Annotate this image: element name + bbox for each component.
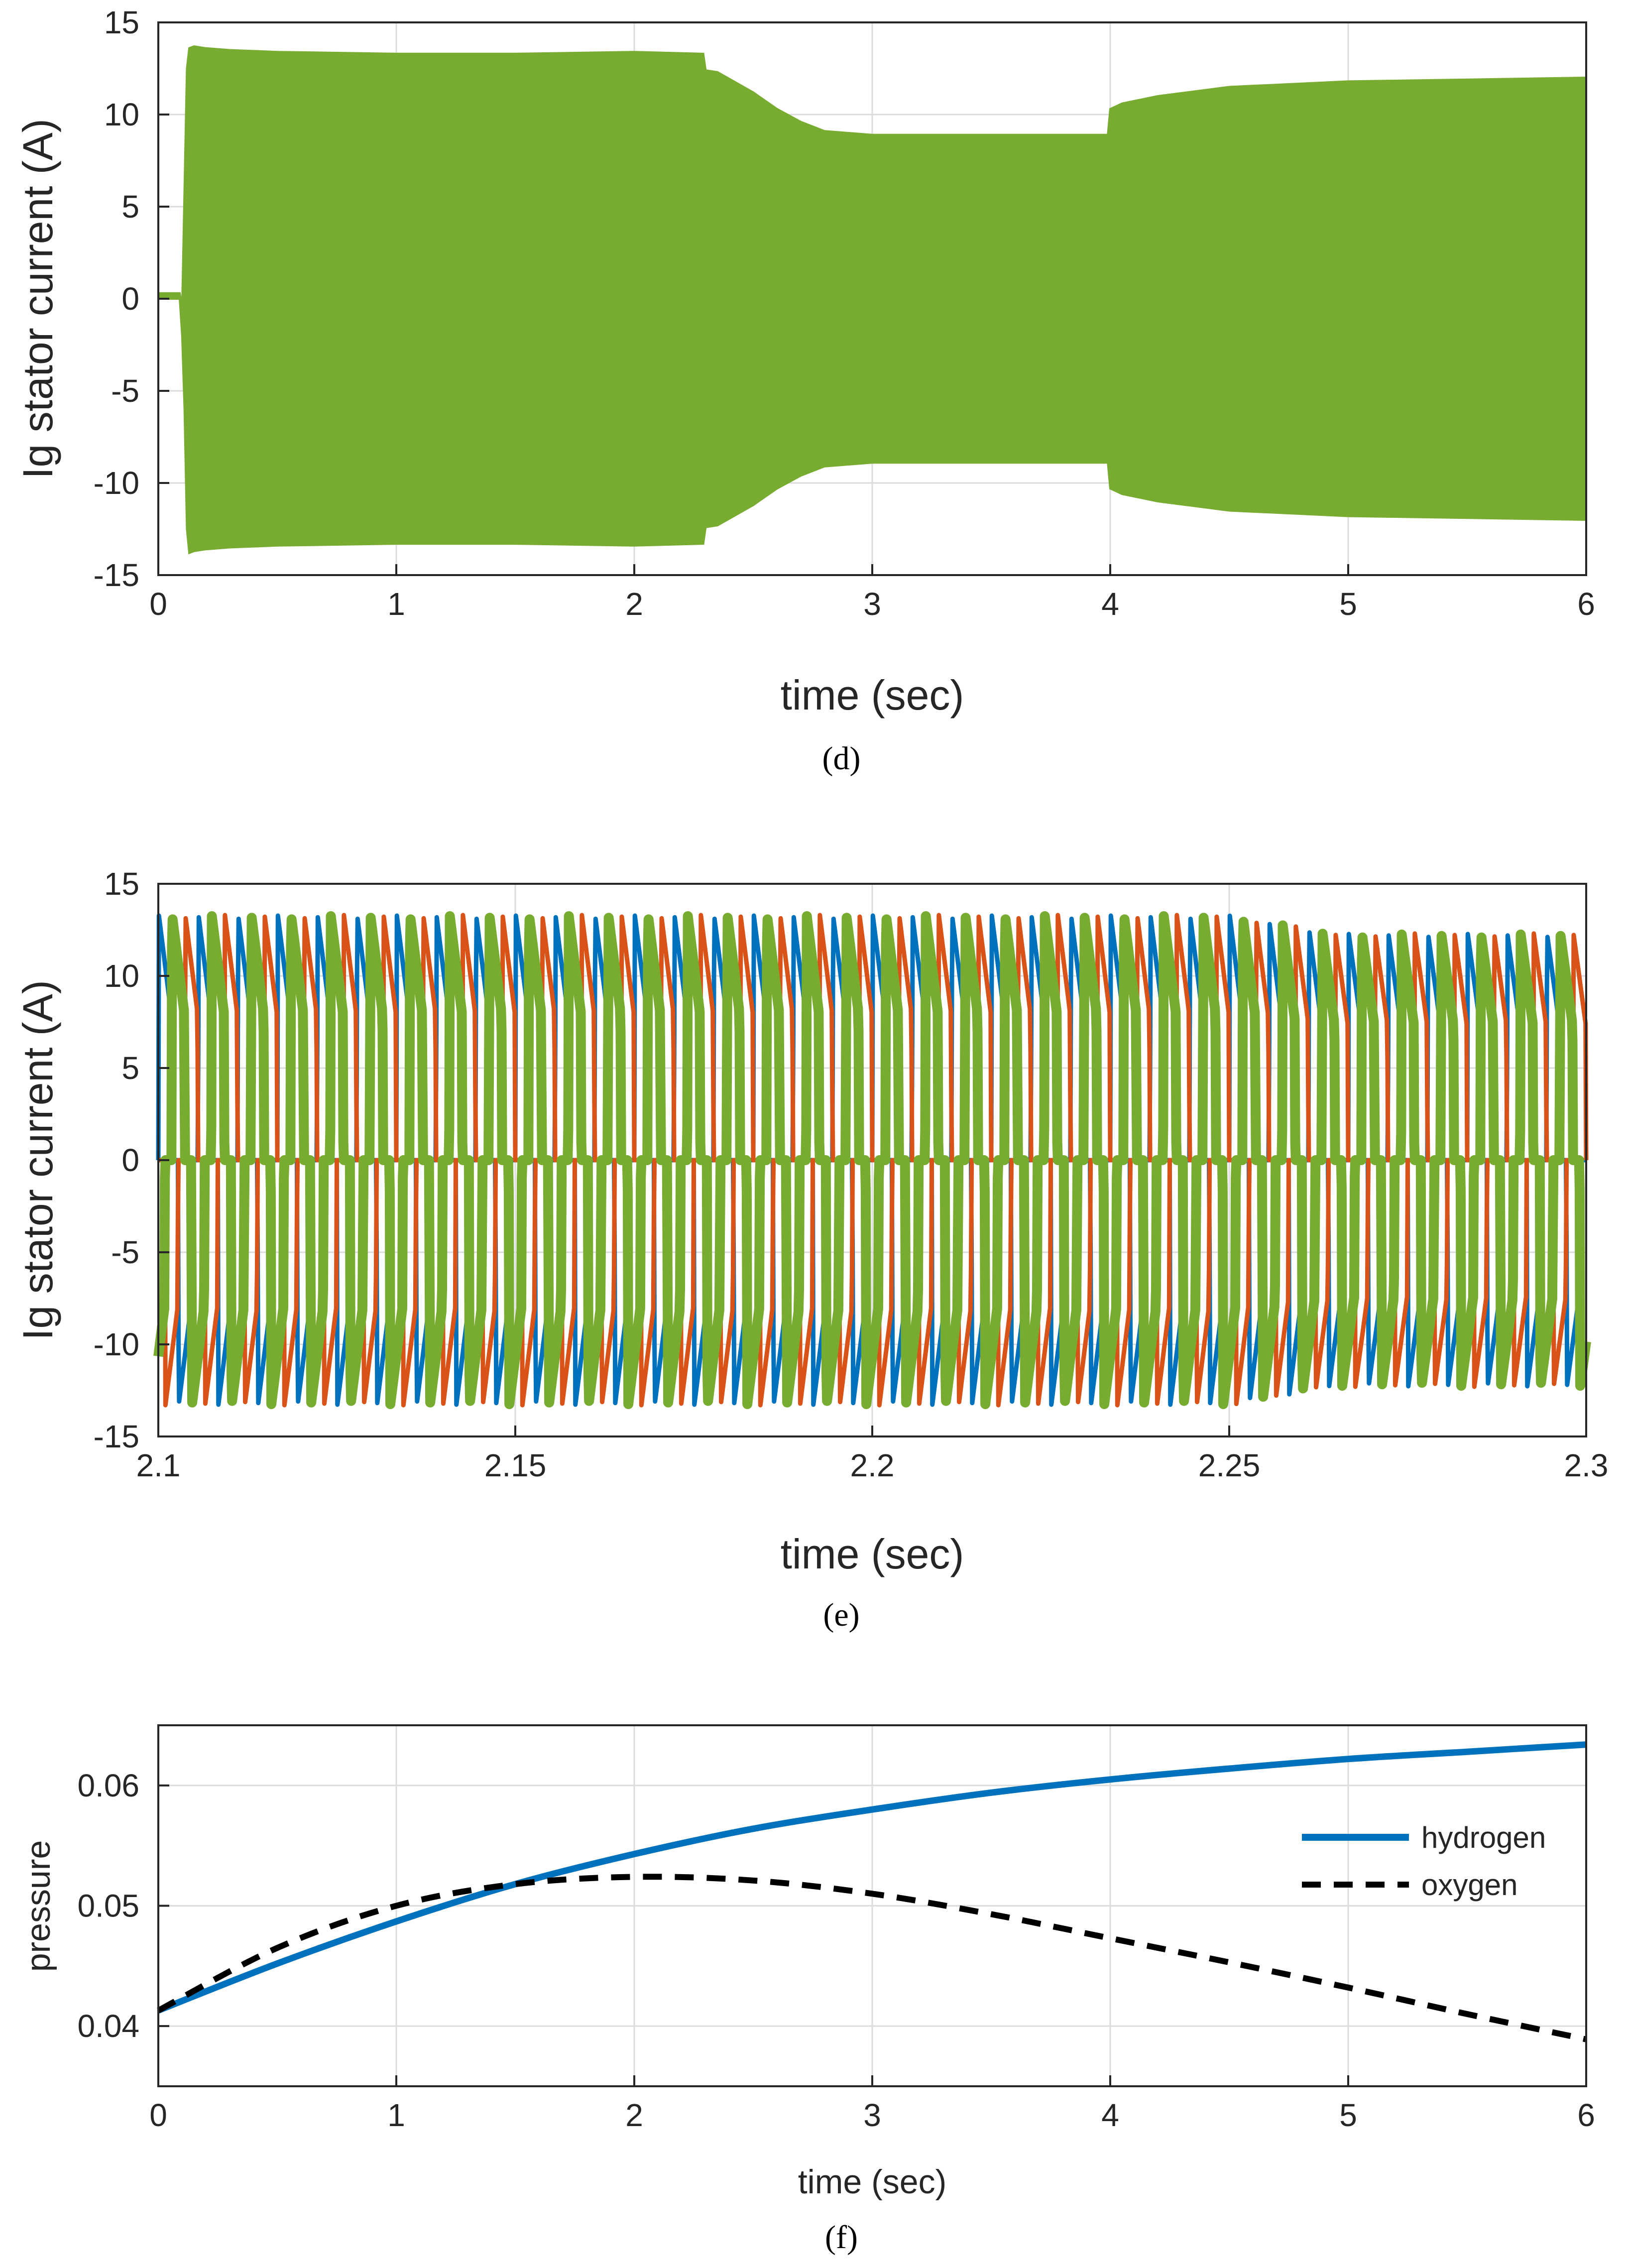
chart-f-x-ticks: 0 1 2 3 4 5 6 [149,2075,1595,2133]
chart-d-y-axis-label: Ig stator current (A) [14,119,61,479]
y-tick-label: 0 [121,1142,139,1178]
x-tick-label: 6 [1577,2097,1595,2133]
x-tick-label: 0 [149,586,167,622]
x-tick-label: 2.15 [484,1447,547,1483]
x-tick-label: 2.1 [136,1447,181,1483]
chart-f-caption: (f) [825,2219,858,2256]
legend-oxygen-label: oxygen [1421,1868,1517,1902]
y-tick-label: 5 [121,1050,139,1086]
chart-e-x-axis-label: time (sec) [781,1531,964,1577]
chart-d: 0 1 2 3 4 5 6 -15 -10 -5 0 5 10 15 time (sec) Ig sta… [0,0,1627,807]
y-tick-label: 10 [104,97,139,132]
y-tick-label: 0 [121,281,139,317]
legend-hydrogen-label: hydrogen [1421,1821,1546,1854]
chart-d-x-axis-label: time (sec) [781,672,964,718]
x-tick-label: 6 [1577,586,1595,622]
chart-e-x-ticks: 2.1 2.15 2.2 2.25 2.3 [136,1426,1609,1483]
y-tick-label: 0.06 [77,1768,139,1803]
y-tick-label: 0.05 [77,1888,139,1924]
y-tick-label: -10 [94,465,140,501]
chart-f-y-axis-label: pressure [19,1840,57,1972]
x-tick-label: 3 [863,2097,881,2133]
x-tick-label: 5 [1339,2097,1357,2133]
y-tick-label: 15 [104,866,139,902]
x-tick-label: 4 [1101,586,1119,622]
y-tick-label: -15 [94,1419,140,1454]
y-tick-label: -5 [111,1234,139,1270]
y-tick-label: -15 [94,557,140,593]
chart-e-caption: (e) [823,1597,859,1633]
x-tick-label: 5 [1339,586,1357,622]
chart-e-y-ticks: -15 -10 -5 0 5 10 15 [94,866,169,1454]
chart-e-y-axis-label: Ig stator current (A) [14,980,61,1340]
x-tick-label: 2.2 [850,1447,895,1483]
chart-f-legend: hydrogen oxygen [1302,1821,1546,1902]
x-tick-label: 2.3 [1564,1447,1609,1483]
chart-d-y-ticks: -15 -10 -5 0 5 10 15 [94,4,169,593]
chart-d-x-ticks: 0 1 2 3 4 5 6 [149,564,1595,622]
x-tick-label: 4 [1101,2097,1119,2133]
series-line-hydrogen [157,1741,1587,2014]
chart-f: 0 1 2 3 4 5 6 0.04 0.05 0.06 time (sec) pressure… [19,1724,1595,2256]
x-tick-label: 3 [863,586,881,622]
chart-f-data [157,1741,1587,2042]
x-tick-label: 2.25 [1198,1447,1261,1483]
y-tick-label: 10 [104,958,139,994]
chart-f-x-axis-label: time (sec) [798,2163,946,2201]
series-line-oxygen [157,1874,1587,2042]
series-line-ig-phase-c [153,911,1591,1409]
y-tick-label: 5 [121,189,139,225]
chart-d-caption: (d) [822,740,861,777]
x-tick-label: 1 [387,2097,405,2133]
chart-e-data [153,911,1591,1409]
y-tick-label: -10 [94,1326,140,1362]
y-tick-label: 15 [104,4,139,40]
x-tick-label: 2 [625,2097,643,2133]
chart-f-y-ticks: 0.04 0.05 0.06 [77,1768,169,2044]
y-tick-label: 0.04 [77,2008,139,2044]
y-tick-label: -5 [111,373,139,409]
series-line-ig-phase-b [156,913,1589,1408]
x-tick-label: 0 [149,2097,167,2133]
x-tick-label: 2 [625,586,643,622]
chart-f-grid [157,1725,1587,2086]
chart-e: 2.1 2.15 2.2 2.25 2.3 -15 -10 -5 0 5 10 15 time (s… [14,866,1608,1633]
x-tick-label: 1 [387,586,405,622]
